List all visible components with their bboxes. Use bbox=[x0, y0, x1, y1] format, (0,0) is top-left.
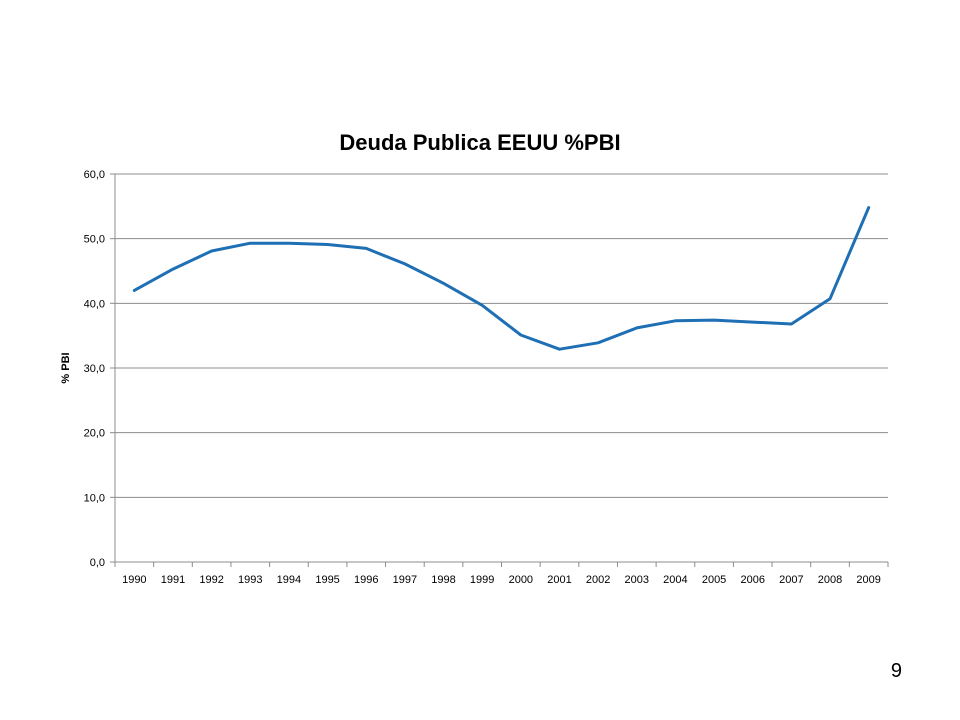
x-tick-label: 1993 bbox=[238, 574, 262, 586]
x-tick-label: 2005 bbox=[702, 574, 726, 586]
x-tick-label: 1991 bbox=[161, 574, 185, 586]
page-number: 9 bbox=[890, 660, 902, 682]
y-tick-label: 60,0 bbox=[84, 169, 105, 181]
y-tick-label: 10,0 bbox=[84, 492, 105, 504]
x-tick-label: 1994 bbox=[277, 574, 301, 586]
y-tick-label: 30,0 bbox=[84, 363, 105, 375]
x-tick-label: 1995 bbox=[315, 574, 339, 586]
x-tick-label: 2007 bbox=[779, 574, 803, 586]
x-tick-label: 2008 bbox=[818, 574, 842, 586]
x-tick-label: 2004 bbox=[663, 574, 687, 586]
chart-title: Deuda Publica EEUU %PBI bbox=[339, 130, 621, 155]
x-tick-label: 2003 bbox=[625, 574, 649, 586]
x-tick-labels: 1990 1991 1992 1993 1994 1995 1996 1997 1998 1999… bbox=[122, 574, 881, 586]
series-group bbox=[132, 206, 871, 351]
x-tick-label: 1999 bbox=[470, 574, 494, 586]
x-tick-label: 1996 bbox=[354, 574, 378, 586]
y-tick-label: 40,0 bbox=[84, 298, 105, 310]
y-axis-label: % PBI bbox=[60, 352, 72, 383]
x-tick-label: 2000 bbox=[509, 574, 533, 586]
series-line bbox=[132, 206, 871, 351]
x-tick-label: 2009 bbox=[856, 574, 880, 586]
gridlines bbox=[115, 173, 888, 498]
x-tick-label: 2001 bbox=[547, 574, 571, 586]
y-tick-label: 0,0 bbox=[90, 557, 105, 569]
y-tick-labels: 0,0 10,0 20,0 30,0 40,0 50,0 60,0 bbox=[84, 169, 105, 569]
x-tick-label: 2002 bbox=[586, 574, 610, 586]
x-tick-label: 1990 bbox=[122, 574, 146, 586]
y-tick-label: 50,0 bbox=[84, 234, 105, 246]
axes bbox=[110, 173, 889, 567]
y-tick-label: 20,0 bbox=[84, 428, 105, 440]
x-tick-label: 1997 bbox=[393, 574, 417, 586]
x-tick-label: 1998 bbox=[431, 574, 455, 586]
x-tick-label: 2006 bbox=[740, 574, 764, 586]
x-tick-label: 1992 bbox=[199, 574, 223, 586]
